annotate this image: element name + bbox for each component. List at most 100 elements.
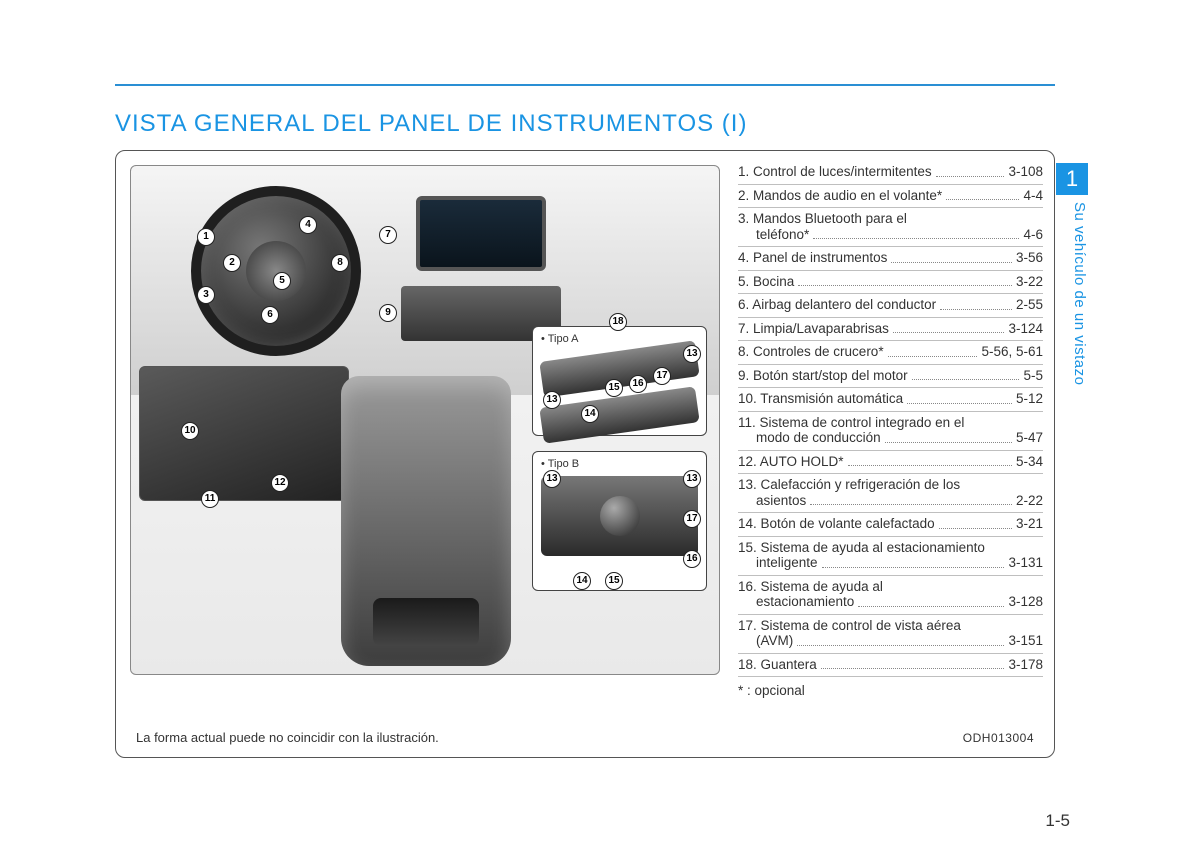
item-label-line2: (AVM) xyxy=(756,633,793,649)
callout-16: 16 xyxy=(683,550,701,568)
item-label: 9. Botón start/stop del motor xyxy=(738,368,908,384)
parts-list-item: 13. Calefacción y refrigeración de losas… xyxy=(738,474,1043,513)
chapter-tab: 1 xyxy=(1056,163,1088,195)
item-label: 14. Botón de volante calefactado xyxy=(738,516,935,532)
figure-code: ODH013004 xyxy=(963,731,1034,745)
item-page: 5-47 xyxy=(1016,430,1043,446)
parts-list-item: 14. Botón de volante calefactado 3-21 xyxy=(738,513,1043,537)
item-label: 2. Mandos de audio en el volante* xyxy=(738,188,942,204)
parts-list-item: 2. Mandos de audio en el volante* 4-4 xyxy=(738,185,1043,209)
item-page: 5-56, 5-61 xyxy=(981,344,1043,360)
callout-17: 17 xyxy=(653,367,671,385)
item-page: 5-34 xyxy=(1016,454,1043,470)
callout-5: 5 xyxy=(273,272,291,290)
chapter-label: Su vehículo de un vistazo xyxy=(1060,202,1088,412)
leader-dots xyxy=(888,347,978,357)
callout-1: 1 xyxy=(197,228,215,246)
parts-list-item: 17. Sistema de control de vista aérea(AV… xyxy=(738,615,1043,654)
callout-13: 13 xyxy=(683,470,701,488)
callout-4: 4 xyxy=(299,216,317,234)
item-page: 3-128 xyxy=(1008,594,1043,610)
leader-dots xyxy=(885,433,1012,443)
item-page: 3-131 xyxy=(1008,555,1043,571)
parts-list-item: 6. Airbag delantero del conductor 2-55 xyxy=(738,294,1043,318)
leader-dots xyxy=(848,456,1012,466)
parts-list-item: 12. AUTO HOLD* 5-34 xyxy=(738,451,1043,475)
item-label: 12. AUTO HOLD* xyxy=(738,454,844,470)
item-page: 5-12 xyxy=(1016,391,1043,407)
console-inset xyxy=(139,366,349,501)
parts-list-item: 1. Control de luces/intermitentes3-108 xyxy=(738,161,1043,185)
leader-dots xyxy=(797,636,1004,646)
callout-14: 14 xyxy=(581,405,599,423)
item-page: 2-55 xyxy=(1016,297,1043,313)
parts-list-item: 18. Guantera3-178 xyxy=(738,654,1043,678)
leader-dots xyxy=(912,370,1020,380)
leader-dots xyxy=(893,323,1005,333)
item-label: 5. Bocina xyxy=(738,274,794,290)
item-label-line2: asientos xyxy=(756,493,806,509)
item-page: 3-151 xyxy=(1008,633,1043,649)
callout-7: 7 xyxy=(379,226,397,244)
leader-dots xyxy=(822,558,1005,568)
item-label: 3. Mandos Bluetooth para el xyxy=(738,211,907,226)
leader-dots xyxy=(858,597,1004,607)
callout-16: 16 xyxy=(629,375,647,393)
item-label: 7. Limpia/Lavaparabrisas xyxy=(738,321,889,337)
parts-list-item: 10. Transmisión automática 5-12 xyxy=(738,388,1043,412)
item-page: 4-4 xyxy=(1023,188,1043,204)
item-label: 4. Panel de instrumentos xyxy=(738,250,887,266)
callout-9: 9 xyxy=(379,304,397,322)
item-label: 18. Guantera xyxy=(738,657,817,673)
callout-14: 14 xyxy=(573,572,591,590)
callout-10: 10 xyxy=(181,422,199,440)
leader-dots xyxy=(939,519,1012,529)
leader-dots xyxy=(907,394,1012,404)
type-b-label: • Tipo B xyxy=(541,458,698,470)
inset-type-a: • Tipo A 131314151617 xyxy=(532,326,707,436)
item-page: 3-21 xyxy=(1016,516,1043,532)
item-label-line2: estacionamiento xyxy=(756,594,854,610)
item-label-line2: modo de conducción xyxy=(756,430,881,446)
parts-list-item: 9. Botón start/stop del motor 5-5 xyxy=(738,365,1043,389)
item-label: 17. Sistema de control de vista aérea xyxy=(738,618,961,633)
item-label: 11. Sistema de control integrado en el xyxy=(738,415,964,430)
item-page: 3-56 xyxy=(1016,250,1043,266)
item-label: 13. Calefacción y refrigeración de los xyxy=(738,477,960,492)
callout-2: 2 xyxy=(223,254,241,272)
callout-17: 17 xyxy=(683,510,701,528)
parts-list-item: 7. Limpia/Lavaparabrisas3-124 xyxy=(738,318,1043,342)
callout-6: 6 xyxy=(261,306,279,324)
optional-note: * : opcional xyxy=(738,677,1043,699)
item-page: 3-22 xyxy=(1016,274,1043,290)
dashboard-illustration: • Tipo A 131314151617 • Tipo B 131314151… xyxy=(130,165,720,675)
top-rule xyxy=(115,84,1055,86)
inset-type-b: • Tipo B 13 13 14 15 16 17 xyxy=(532,451,707,591)
leader-dots xyxy=(810,495,1012,505)
leader-dots xyxy=(936,167,1005,177)
item-label-line2: inteligente xyxy=(756,555,818,571)
callout-11: 11 xyxy=(201,490,219,508)
item-label-line2: teléfono* xyxy=(756,227,809,243)
parts-list-item: 4. Panel de instrumentos 3-56 xyxy=(738,247,1043,271)
item-label: 10. Transmisión automática xyxy=(738,391,903,407)
item-page: 5-5 xyxy=(1023,368,1043,384)
parts-list-item: 16. Sistema de ayuda alestacionamiento3-… xyxy=(738,576,1043,615)
callout-15: 15 xyxy=(605,572,623,590)
item-label: 8. Controles de crucero* xyxy=(738,344,884,360)
parts-list-item: 5. Bocina 3-22 xyxy=(738,271,1043,295)
page-number: 1-5 xyxy=(1045,811,1070,831)
item-label: 6. Airbag delantero del conductor xyxy=(738,297,936,313)
content-frame: • Tipo A 131314151617 • Tipo B 131314151… xyxy=(115,150,1055,758)
page-title: VISTA GENERAL DEL PANEL DE INSTRUMENTOS … xyxy=(115,110,747,138)
callout-18: 18 xyxy=(609,313,627,331)
item-page: 2-22 xyxy=(1016,493,1043,509)
callout-13: 13 xyxy=(543,391,561,409)
callout-12: 12 xyxy=(271,474,289,492)
parts-list-item: 15. Sistema de ayuda al estacionamientoi… xyxy=(738,537,1043,576)
leader-dots xyxy=(821,659,1005,669)
parts-list-item: 3. Mandos Bluetooth para elteléfono*4-6 xyxy=(738,208,1043,247)
callout-13: 13 xyxy=(543,470,561,488)
leader-dots xyxy=(891,253,1012,263)
leader-dots xyxy=(940,300,1012,310)
